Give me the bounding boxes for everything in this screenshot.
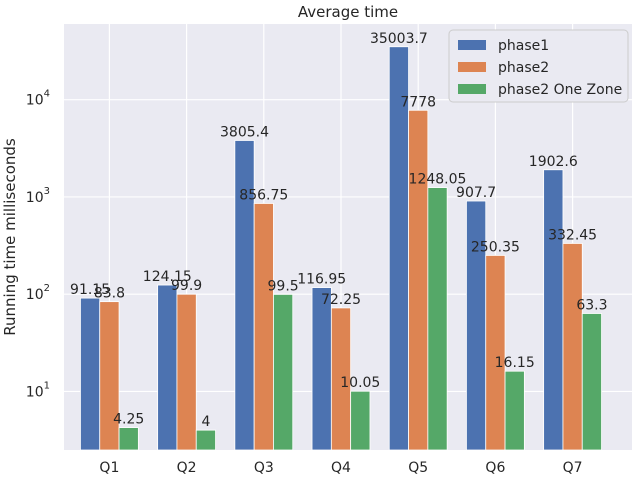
y-tick-label: 102 [26,283,50,303]
bar-phase1-q6 [466,200,487,451]
y-tick-label: 104 [26,89,50,109]
data-label: 1902.6 [529,154,578,170]
x-tick-label: Q1 [99,460,119,476]
x-tick-label: Q5 [408,460,428,476]
data-label: 907.7 [456,185,496,201]
legend-swatch [458,84,486,94]
y-axis-ticks: 101 102 103 104 [26,89,50,401]
bar-phase2-one-zone-q2 [195,429,216,451]
bar-phase1-q1 [80,297,101,451]
bar-phase2-one-zone-q6 [504,370,525,451]
data-label: 83.8 [94,286,125,302]
bar-phase2-one-zone-q4 [350,390,371,451]
data-label: 4.25 [113,412,144,428]
legend-box [448,29,629,103]
data-label: 124.15 [143,269,192,285]
legend-swatch [458,62,486,72]
x-tick-label: Q6 [485,460,505,476]
data-label: 3805.4 [220,124,269,140]
data-label: 332.45 [548,227,597,243]
bar-phase1-q4 [311,287,332,451]
bars [80,46,602,451]
legend-swatch [458,40,486,50]
data-label: 99.9 [171,278,202,294]
legend: phase1 phase2 phase2 One Zone [448,29,629,103]
data-label: 99.5 [268,278,299,294]
bar-phase1-q2 [157,284,178,451]
bar-phase2-q3 [253,203,274,451]
x-tick-label: Q7 [563,460,583,476]
data-label: 856.75 [239,187,288,203]
legend-label: phase2 [498,60,549,76]
y-tick-label: 101 [26,380,50,400]
data-label: 250.35 [471,239,520,255]
data-label: 16.15 [495,355,535,371]
chart-title: Average time [298,3,398,21]
x-axis-ticks: Q1 Q2 Q3 Q4 Q5 Q6 Q7 [99,460,582,476]
data-label: 10.05 [340,375,380,391]
bar-phase2-q4 [330,307,352,451]
x-tick-label: Q2 [177,460,197,476]
data-label: 4 [201,414,210,430]
data-label: 91.15 [70,282,110,298]
bar-phase2-one-zone-q5 [427,187,448,451]
y-tick-label: 103 [26,186,50,206]
bar-phase2-one-zone-q1 [118,427,139,451]
bar-phase2-q7 [562,243,583,451]
data-label: 1248.05 [409,172,467,188]
bar-phase2-q5 [408,109,429,451]
bar-phase2-one-zone-q3 [273,294,294,451]
bar-phase2-q1 [99,301,120,451]
bar-phase1-q7 [543,169,564,451]
data-label: 63.3 [576,298,607,314]
y-axis-label: Running time milliseconds [1,138,19,336]
legend-label: phase1 [498,38,549,54]
x-tick-label: Q4 [331,460,351,476]
data-label: 72.25 [321,292,361,308]
data-label: 7778 [400,94,436,110]
bar-phase2-q2 [176,293,197,451]
data-label: 35003.7 [370,31,428,47]
legend-label: phase2 One Zone [498,82,622,98]
bar-phase2-one-zone-q7 [581,313,602,451]
data-labels: 91.15 124.15 3805.4 116.95 35003.7 907.7 1902.… [70,31,607,430]
bar-phase2-q6 [485,255,506,451]
x-tick-label: Q3 [254,460,274,476]
data-label: 116.95 [297,272,346,288]
